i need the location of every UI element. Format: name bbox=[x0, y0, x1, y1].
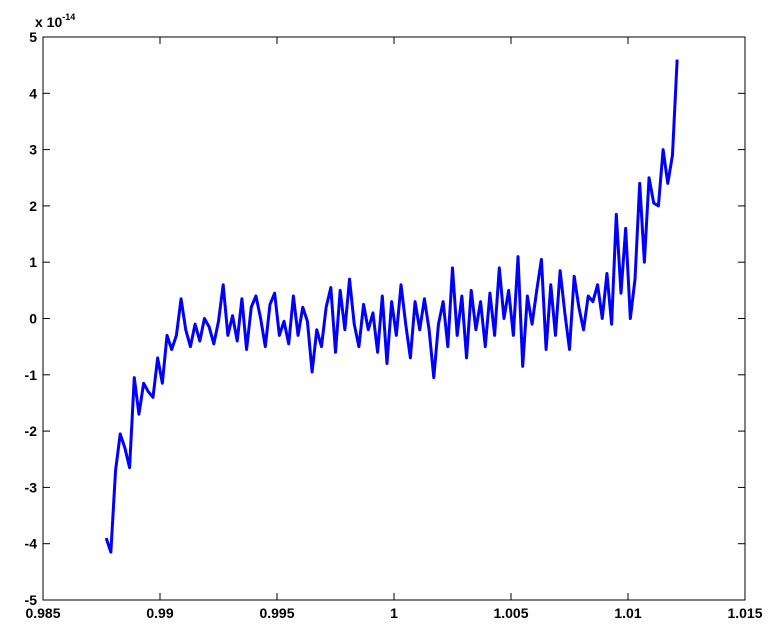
y-tick-label: 3 bbox=[29, 142, 37, 158]
y-tick-label: 4 bbox=[29, 85, 37, 101]
y-tick-label: -3 bbox=[25, 479, 38, 495]
y-tick-label: 5 bbox=[29, 29, 37, 45]
y-tick-label: 1 bbox=[29, 254, 37, 270]
y-multiplier-base: x 10 bbox=[35, 14, 62, 30]
y-tick-label: -1 bbox=[25, 367, 38, 383]
x-tick-label: 1.01 bbox=[614, 605, 641, 621]
data-line bbox=[104, 59, 679, 554]
x-tick-label: 0.985 bbox=[25, 605, 60, 621]
y-multiplier-exponent: -14 bbox=[62, 12, 75, 22]
x-tick-label: 1 bbox=[390, 605, 398, 621]
x-tick-label: 1.015 bbox=[727, 605, 762, 621]
y-tick-label: 0 bbox=[29, 311, 37, 327]
y-tick-label: 2 bbox=[29, 198, 37, 214]
y-tick-label: -4 bbox=[25, 536, 38, 552]
y-multiplier: x 10-14 bbox=[35, 12, 75, 30]
x-tick-label: 1.005 bbox=[493, 605, 528, 621]
y-tick-label: -2 bbox=[25, 423, 38, 439]
x-tick-label: 0.995 bbox=[259, 605, 294, 621]
x-tick-label: 0.99 bbox=[146, 605, 173, 621]
y-tick-label: -5 bbox=[25, 592, 38, 608]
